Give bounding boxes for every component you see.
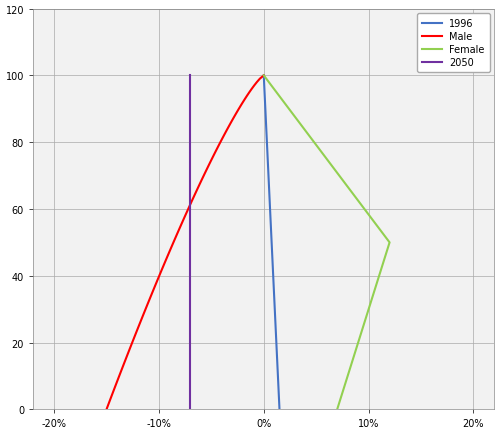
2050 — [188, 207, 194, 212]
1996 — [267, 207, 273, 212]
Male — [209, 157, 215, 162]
2050 — [188, 74, 194, 79]
2050 — [188, 324, 194, 329]
Male — [104, 407, 110, 412]
Male — [200, 174, 206, 179]
2050 — [188, 407, 194, 412]
Female — [336, 174, 342, 179]
Line: Male: Male — [106, 76, 264, 409]
Female — [382, 253, 388, 259]
Female — [342, 384, 347, 389]
Line: Female: Female — [264, 76, 390, 409]
1996 — [266, 174, 272, 179]
Female — [334, 407, 340, 412]
Female — [360, 324, 366, 329]
1996 — [264, 157, 270, 162]
Legend: 1996, Male, Female, 2050: 1996, Male, Female, 2050 — [418, 14, 490, 73]
Male — [136, 324, 142, 329]
Female — [362, 207, 368, 212]
1996 — [270, 253, 276, 259]
Female — [261, 74, 267, 79]
1996 — [276, 384, 281, 389]
2050 — [188, 253, 194, 259]
Male — [164, 253, 170, 259]
2050 — [188, 174, 194, 179]
1996 — [276, 407, 282, 412]
2050 — [188, 157, 194, 162]
Line: 1996: 1996 — [264, 76, 280, 409]
Male — [185, 207, 191, 212]
1996 — [272, 324, 278, 329]
Male — [261, 74, 267, 79]
2050 — [188, 384, 194, 389]
Female — [324, 157, 330, 162]
Male — [112, 384, 118, 389]
1996 — [261, 74, 267, 79]
